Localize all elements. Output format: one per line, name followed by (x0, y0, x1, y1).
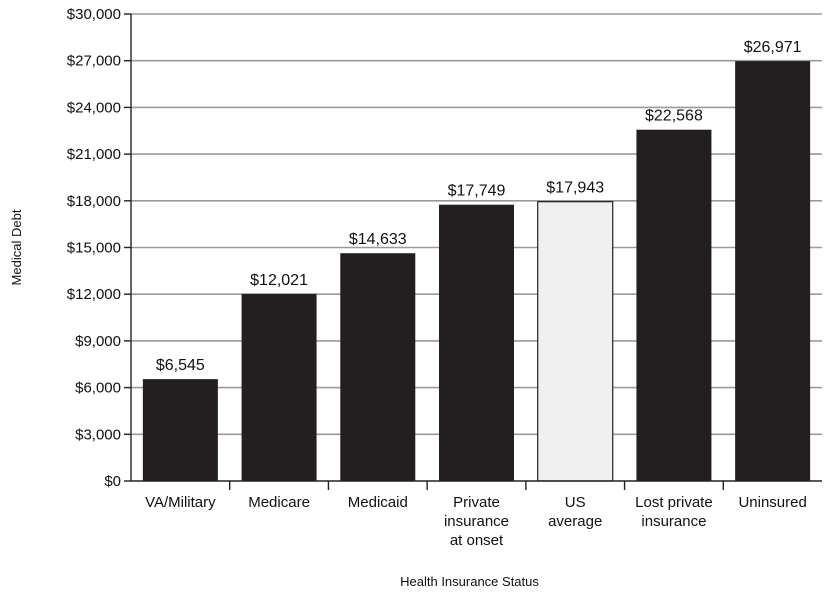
bar (241, 293, 317, 481)
y-tick-label: $0 (104, 473, 121, 490)
x-tick-label: Lost private insurance (635, 494, 713, 530)
y-tick-label: $27,000 (67, 53, 121, 70)
bars (142, 61, 811, 482)
y-tick-label: $12,000 (67, 286, 121, 303)
bar (340, 253, 416, 481)
bar (142, 379, 218, 481)
y-tick-label: $24,000 (67, 99, 121, 116)
x-axis-ticks: VA/Military Medicare Medicaid Private insura… (145, 481, 807, 549)
data-label: $6,545 (156, 357, 205, 374)
data-label: $17,749 (448, 183, 506, 200)
bar (439, 204, 514, 482)
y-tick-label: $18,000 (67, 193, 121, 210)
y-tick-label: $3,000 (75, 426, 121, 443)
x-tick-label: Medicaid (348, 494, 408, 511)
y-axis-ticks: $0 $3,000 $6,000 $9,000 $12,000 $15,000 $18,00… (67, 6, 131, 490)
bar (735, 61, 811, 482)
x-tick-label: US average (548, 494, 602, 530)
y-axis-title: Medical Debt (9, 209, 24, 285)
x-axis-title: Health Insurance Status (400, 574, 539, 589)
x-tick-label: Private insurance at onset (444, 494, 509, 549)
bar (537, 201, 614, 482)
x-tick-label: VA/Military (145, 494, 216, 511)
data-labels: $6,545 $12,021 $14,633 $17,749 $17,943 $22,56… (156, 39, 802, 374)
data-label: $26,971 (744, 39, 802, 56)
y-tick-label: $15,000 (67, 240, 121, 257)
data-label: $22,568 (645, 108, 703, 125)
y-tick-label: $30,000 (67, 6, 121, 23)
y-tick-label: $21,000 (67, 146, 121, 163)
data-label: $17,943 (546, 180, 604, 197)
y-tick-label: $9,000 (75, 333, 121, 350)
x-tick-label: Uninsured (738, 494, 806, 511)
x-tick-label: Medicare (248, 494, 310, 511)
bar (636, 129, 712, 481)
data-label: $12,021 (250, 272, 308, 289)
data-label: $14,633 (349, 231, 407, 248)
y-tick-label: $6,000 (75, 380, 121, 397)
